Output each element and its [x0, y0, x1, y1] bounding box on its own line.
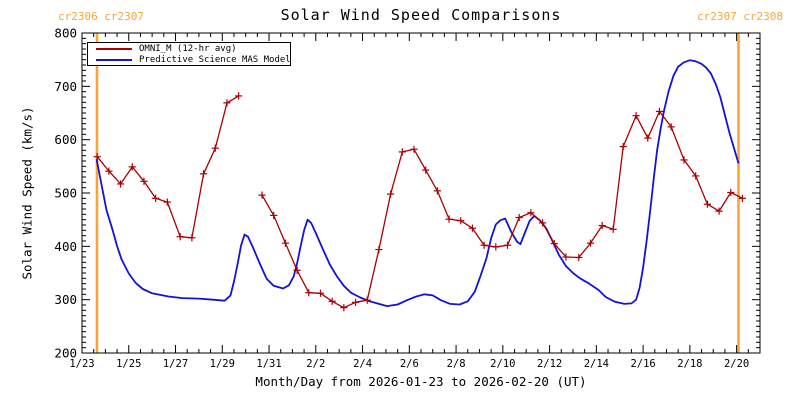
x-tick-label: 2/20: [724, 358, 749, 370]
legend-label-mas: Predictive Science MAS Model: [139, 54, 291, 65]
carrington-label-left: cr2306 cr2307: [57, 10, 145, 23]
series-omni: [93, 92, 747, 312]
legend-item-mas: Predictive Science MAS Model: [88, 54, 291, 65]
x-tick-label: 2/2: [306, 358, 325, 370]
y-axis-title: Solar Wind Speed (km/s): [19, 106, 35, 280]
y-tick-label: 500: [54, 186, 77, 201]
legend-item-omni: OMNI_M (12-hr avg): [88, 43, 290, 54]
x-tick-label: 1/25: [116, 358, 141, 370]
x-tick-label: 1/31: [256, 358, 281, 370]
y-tick-label: 800: [54, 26, 77, 41]
y-tick-label: 300: [54, 292, 77, 307]
x-tick-label: 2/12: [537, 358, 562, 370]
carrington-label-right: cr2307 cr2308: [696, 10, 784, 23]
x-tick-label: 2/18: [677, 358, 702, 370]
x-tick-labels: 1/23 1/25 1/27 1/29 1/31 2/2 2/4 2/6 2/8 2/10 2/12…: [69, 358, 749, 370]
x-tick-label: 1/29: [210, 358, 235, 370]
y-tick-labels: 200 300 400 500 600 700 800: [54, 26, 77, 361]
omni-line-swatch: [96, 47, 132, 50]
y-tick-label: 600: [54, 132, 77, 147]
x-tick-label: 2/6: [400, 358, 419, 370]
x-tick-label: 2/8: [447, 358, 466, 370]
y-tick-label: 200: [54, 346, 77, 361]
legend-label-omni: OMNI_M (12-hr avg): [139, 43, 237, 54]
x-tick-label: 1/27: [163, 358, 188, 370]
x-tick-label: 1/23: [69, 358, 94, 370]
axis-ticks: [81, 32, 760, 354]
series-mas: [95, 59, 740, 307]
plot-border: [81, 32, 761, 354]
page-title: Solar Wind Speed Comparisons: [280, 6, 562, 24]
mas-line-swatch: [96, 58, 132, 61]
carrington-boundary-lines: [95, 33, 740, 353]
y-tick-label: 700: [54, 79, 77, 94]
x-tick-label: 2/10: [490, 358, 515, 370]
x-tick-label: 2/14: [584, 358, 609, 370]
x-tick-label: 2/16: [630, 358, 655, 370]
x-axis-title: Month/Day from 2026-01-23 to 2026-02-20 …: [255, 374, 587, 389]
legend-box: OMNI_M (12-hr avg) Predictive Science MA…: [87, 42, 291, 66]
y-tick-label: 400: [54, 239, 77, 254]
x-tick-label: 2/4: [353, 358, 372, 370]
